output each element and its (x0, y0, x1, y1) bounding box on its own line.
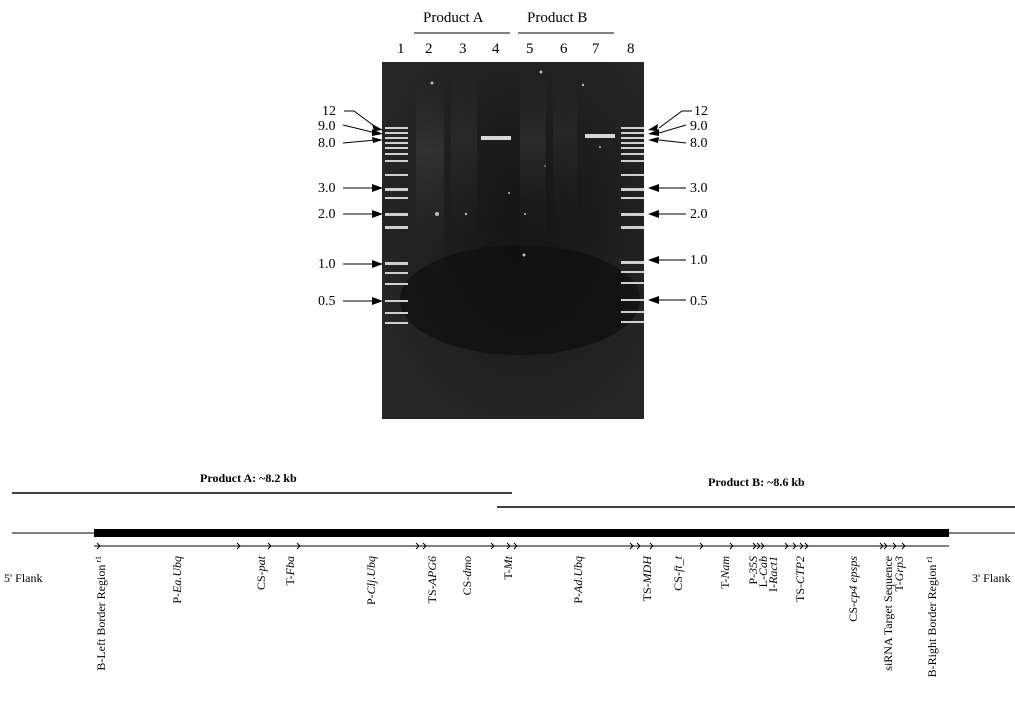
element-labels: B-Left Border Region r1 P-Ea.Ubq CS-pat T-F… (94, 555, 940, 678)
ladder-lane-8 (621, 127, 644, 323)
element-label: L-Cab (756, 556, 770, 587)
gel-image (382, 62, 644, 419)
product-b-header: Product B (527, 10, 587, 26)
element-label: B-Left Border Region r1 (94, 556, 109, 671)
band-lane-7 (585, 134, 615, 138)
gel-panel: Product A Product B 1 2 3 4 5 6 7 8 (318, 10, 708, 419)
element-label: I-Ract1 (766, 556, 780, 592)
marker-3-left: 3.0 (318, 181, 336, 196)
markers-left: 12 9.0 8.0 3.0 2.0 1.0 0.5 (318, 104, 383, 309)
element-label: B-Right Border Region r1 (925, 556, 940, 677)
element-label: CS-dmo (460, 556, 474, 595)
markers-right: 12 9.0 8.0 3.0 2.0 1.0 0.5 (648, 104, 708, 309)
marker-2-left: 2.0 (318, 207, 336, 222)
marker-1-left: 1.0 (318, 257, 336, 272)
element-label: TS-CTP2 (793, 556, 807, 602)
element-label: CS-ft_t (671, 555, 685, 590)
element-label: P-Ea.Ubq (170, 556, 184, 604)
lane-6-label: 6 (560, 41, 568, 57)
ladder-lane-1 (385, 127, 408, 324)
product-a-header: Product A (423, 10, 484, 26)
marker-12-right: 12 (694, 104, 708, 119)
element-label: CS-pat (254, 555, 268, 590)
lane-1-label: 1 (397, 41, 405, 57)
product-b-label: Product B: ~8.6 kb (708, 475, 805, 489)
element-label: TS-MDH (640, 555, 654, 602)
element-label: CS-cp4 epsps (846, 556, 860, 622)
insert-bar (94, 529, 949, 537)
band-lane-4 (481, 136, 511, 140)
marker-05-right: 0.5 (690, 294, 708, 309)
lane-4-label: 4 (492, 41, 500, 57)
lane-2-label: 2 (425, 41, 433, 57)
element-label: P-Ad.Ubq (571, 556, 585, 604)
element-label: P-Clj.Ubq (364, 556, 378, 605)
marker-9-right: 9.0 (690, 119, 708, 134)
lane-5-label: 5 (526, 41, 534, 57)
marker-1-right: 1.0 (690, 253, 708, 268)
lane-3-label: 3 (459, 41, 467, 57)
element-label: P-35S (746, 556, 760, 585)
map-panel: Product A: ~8.2 kb Product B: ~8.6 kb 5'… (4, 471, 1015, 677)
marker-2-right: 2.0 (690, 207, 708, 222)
element-label: T-Grp3 (892, 556, 906, 592)
flank-3-label: 3' Flank (972, 571, 1011, 585)
element-label: T-Nam (718, 556, 732, 589)
flank-5-label: 5' Flank (4, 571, 43, 585)
marker-12-left: 12 (322, 104, 336, 119)
marker-3-right: 3.0 (690, 181, 708, 196)
element-label: TS-APG6 (425, 556, 439, 603)
lane-7-label: 7 (592, 41, 600, 57)
lane-8-label: 8 (627, 41, 635, 57)
marker-8-right: 8.0 (690, 136, 708, 151)
marker-05-left: 0.5 (318, 294, 336, 309)
marker-9-left: 9.0 (318, 119, 336, 134)
element-label: T-Mt (501, 555, 515, 579)
element-label: siRNA Target Sequence (881, 556, 895, 671)
marker-8-left: 8.0 (318, 136, 336, 151)
element-label: T-Fba (283, 556, 297, 586)
product-a-label: Product A: ~8.2 kb (200, 471, 297, 485)
